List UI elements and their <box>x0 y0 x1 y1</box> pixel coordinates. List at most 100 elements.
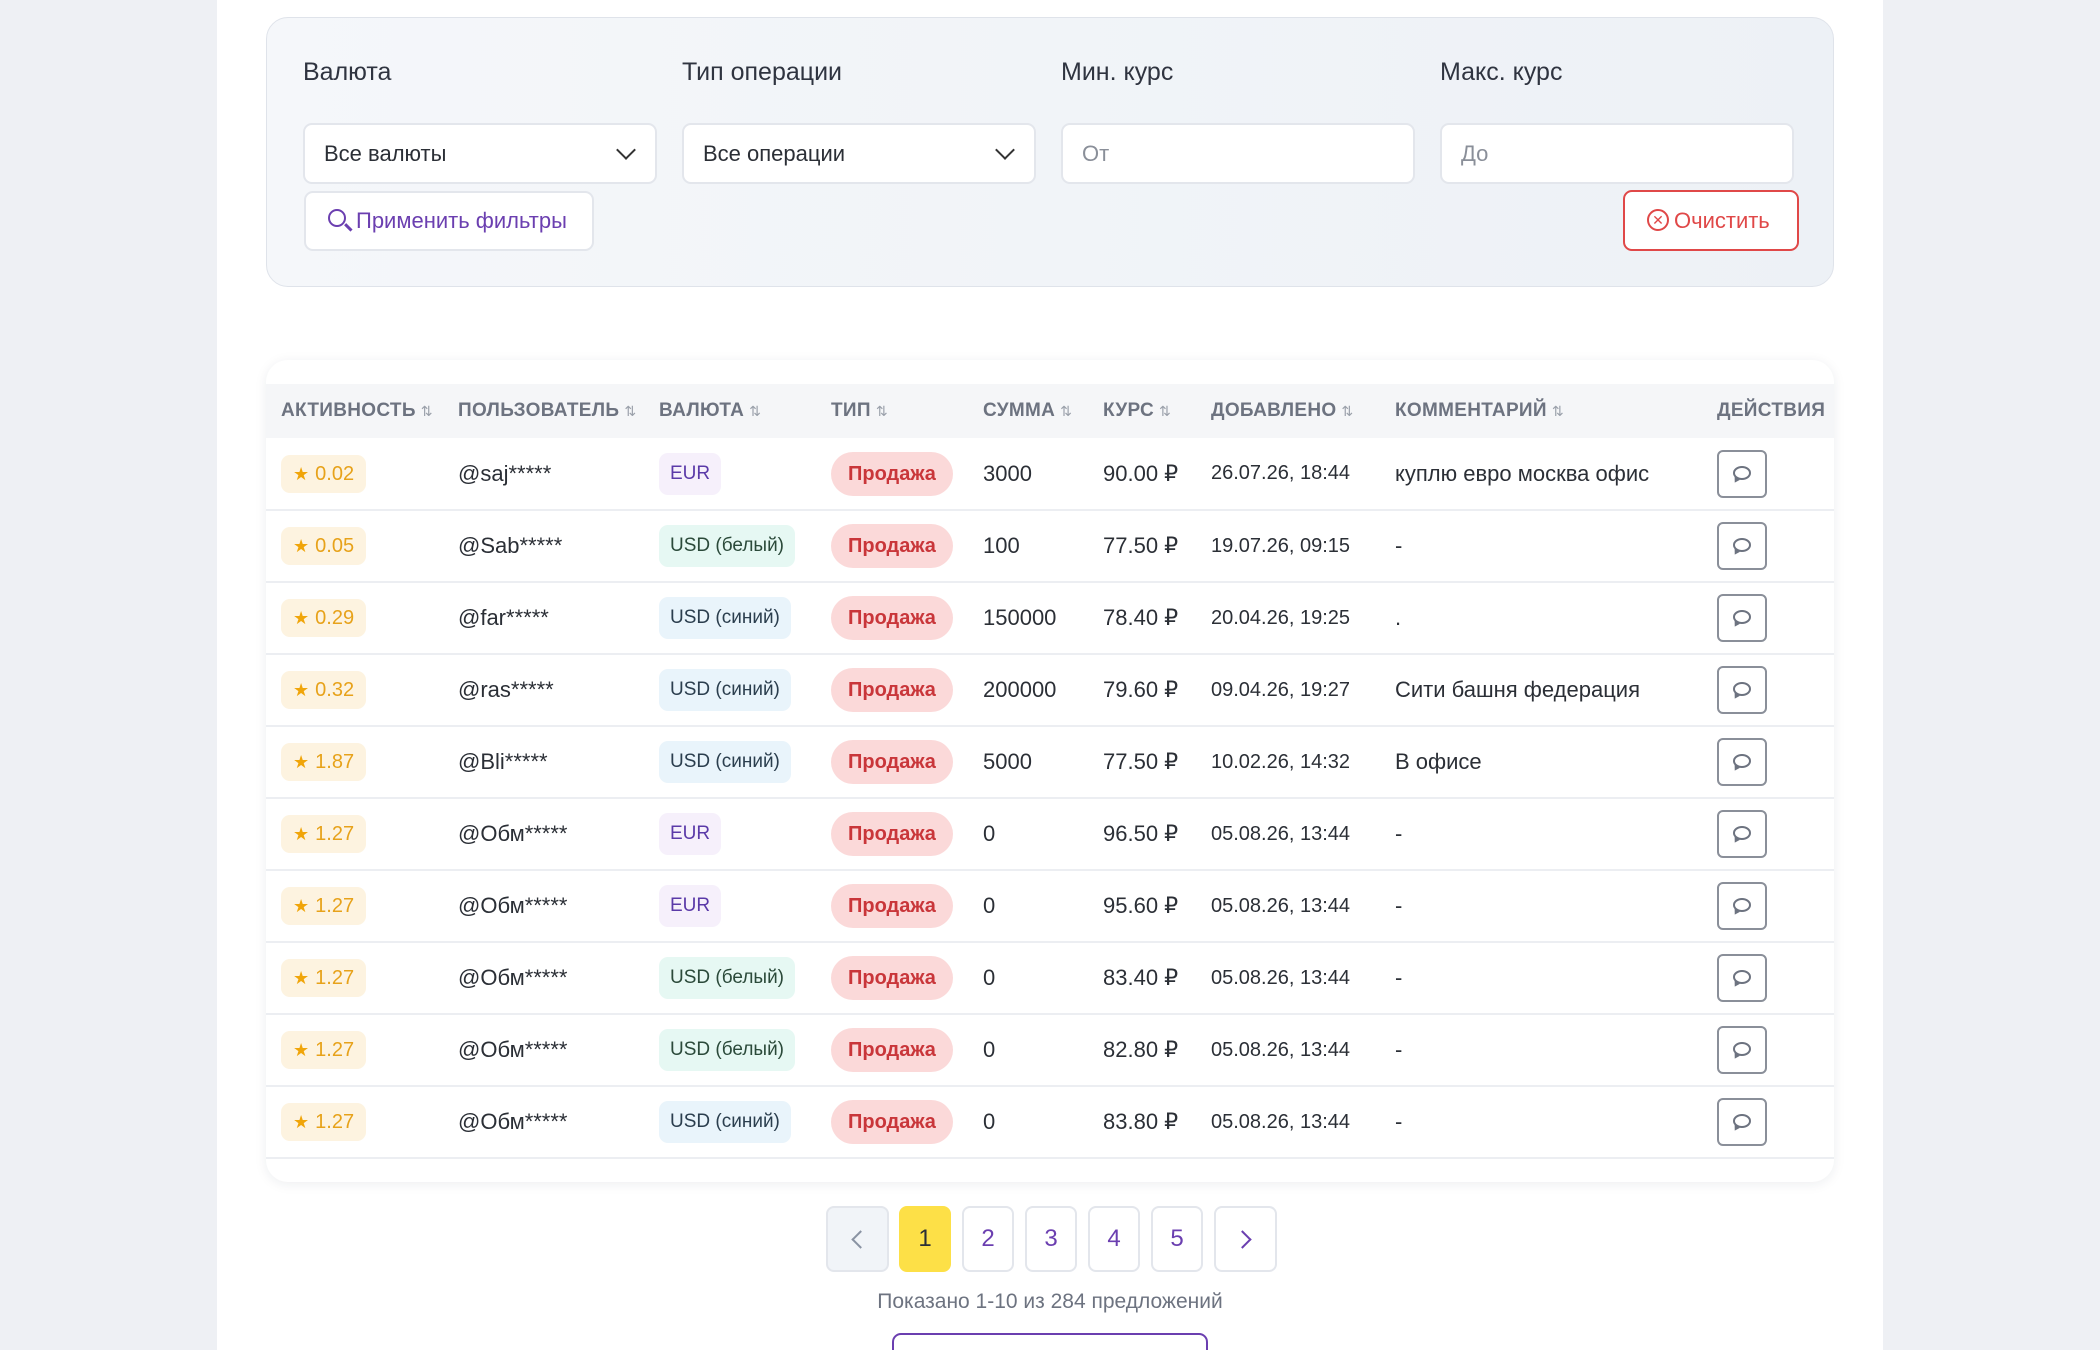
currency-cell: USD (синий) <box>659 1086 831 1158</box>
star-icon: ★ <box>293 536 310 556</box>
clear-filters-button[interactable]: ✕ Очистить <box>1623 190 1799 251</box>
page-button-2[interactable]: 2 <box>962 1206 1014 1272</box>
page-button-5[interactable]: 5 <box>1151 1206 1203 1272</box>
actions-cell <box>1717 654 1834 726</box>
type-badge: Продажа <box>831 451 953 496</box>
message-button[interactable] <box>1717 594 1767 642</box>
column-comment-label: КОММЕНТАРИЙ <box>1395 400 1547 421</box>
message-button[interactable] <box>1717 954 1767 1002</box>
type-badge: Продажа <box>831 812 953 856</box>
activity-value: 1.27 <box>315 967 355 989</box>
activity-value: 0.29 <box>315 607 355 629</box>
activity-badge: ★ 1.27 <box>281 1103 367 1141</box>
column-rate-label: КУРС <box>1103 400 1155 421</box>
type-cell: Продажа <box>831 438 983 510</box>
message-button[interactable] <box>1717 522 1767 570</box>
close-circle-icon: ✕ <box>1647 209 1669 231</box>
added-cell: 05.08.26, 13:44 <box>1211 822 1351 845</box>
maxrate-input[interactable]: До <box>1440 123 1794 184</box>
column-user[interactable]: ПОЛЬЗОВАТЕЛЬ ⇅ <box>458 384 659 438</box>
filters-panel: Валюта Все валюты Тип операции Все опера… <box>266 17 1834 287</box>
message-button[interactable] <box>1717 1026 1767 1074</box>
chevron-right-icon <box>1233 1230 1252 1249</box>
table-row: ★ 1.27 @Обм***** USD (белый) Продажа 0 83.40 ₽… <box>266 942 1834 1014</box>
message-button[interactable] <box>1717 810 1767 858</box>
type-cell: Продажа <box>831 798 983 870</box>
rate-cell: 83.40 ₽ <box>1103 965 1179 990</box>
amount-cell: 0 <box>983 965 996 990</box>
column-activity[interactable]: АКТИВНОСТЬ ⇅ <box>266 384 458 438</box>
load-more-button[interactable] <box>892 1333 1208 1350</box>
user-cell: @Обм***** <box>458 1109 568 1134</box>
column-added[interactable]: ДОБАВЛЕНО ⇅ <box>1211 384 1395 438</box>
type-cell: Продажа <box>831 1014 983 1086</box>
message-button[interactable] <box>1717 449 1767 498</box>
optype-select[interactable]: Все операции <box>682 123 1036 184</box>
column-type[interactable]: ТИП ⇅ <box>831 384 983 438</box>
rate-cell: 82.80 ₽ <box>1103 1037 1179 1062</box>
user-cell: @Обм***** <box>458 893 568 918</box>
rate-cell: 77.50 ₽ <box>1103 533 1179 558</box>
star-icon: ★ <box>293 680 310 700</box>
page-button-1[interactable]: 1 <box>899 1206 951 1272</box>
user-cell: @Обм***** <box>458 965 568 990</box>
activity-value: 0.32 <box>315 679 355 701</box>
user-cell: @ras***** <box>458 677 554 702</box>
column-comment[interactable]: КОММЕНТАРИЙ ⇅ <box>1395 384 1717 438</box>
chevron-left-icon <box>851 1230 870 1249</box>
activity-value: 1.87 <box>315 751 355 773</box>
amount-cell: 0 <box>983 893 996 918</box>
activity-cell: ★ 0.32 <box>266 654 458 726</box>
apply-filters-button[interactable]: Применить фильтры <box>304 191 594 251</box>
table-row: ★ 1.87 @Bli***** USD (синий) Продажа 5000 77.5… <box>266 726 1834 798</box>
column-currency[interactable]: ВАЛЮТА ⇅ <box>659 384 831 438</box>
minrate-input[interactable]: От <box>1061 123 1415 184</box>
currency-select[interactable]: Все валюты <box>303 123 657 184</box>
type-badge: Продажа <box>831 740 953 784</box>
message-button[interactable] <box>1717 666 1767 714</box>
message-button[interactable] <box>1717 882 1767 930</box>
actions-cell <box>1717 438 1834 510</box>
activity-badge: ★ 1.27 <box>281 887 367 925</box>
amount-cell: 0 <box>983 821 996 846</box>
sort-icon: ⇅ <box>1341 403 1354 419</box>
amount-cell: 100 <box>983 533 1020 558</box>
user-cell: @saj***** <box>458 460 552 486</box>
column-amount-label: СУММА <box>983 400 1056 421</box>
rate-cell: 90.00 ₽ <box>1103 460 1179 486</box>
type-cell: Продажа <box>831 726 983 798</box>
activity-badge: ★ 1.27 <box>281 1031 367 1069</box>
activity-cell: ★ 1.87 <box>266 726 458 798</box>
column-rate[interactable]: КУРС ⇅ <box>1103 384 1211 438</box>
table-row: ★ 1.27 @Обм***** USD (синий) Продажа 0 83.80 ₽… <box>266 1086 1834 1158</box>
message-button[interactable] <box>1717 738 1767 786</box>
next-page-button[interactable] <box>1214 1206 1277 1272</box>
amount-cell: 150000 <box>983 605 1057 630</box>
column-amount[interactable]: СУММА ⇅ <box>983 384 1103 438</box>
currency-badge: USD (синий) <box>659 597 791 639</box>
table-header-row: АКТИВНОСТЬ ⇅ ПОЛЬЗОВАТЕЛЬ ⇅ ВАЛЮТА ⇅ ТИП ⇅ С… <box>266 384 1834 438</box>
comment-cell: - <box>1395 821 1403 846</box>
activity-value: 1.27 <box>315 1039 355 1061</box>
column-actions: ДЕЙСТВИЯ <box>1717 384 1834 438</box>
star-icon: ★ <box>293 896 310 916</box>
amount-cell: 0 <box>983 1109 996 1134</box>
page-button-4[interactable]: 4 <box>1088 1206 1140 1272</box>
message-button[interactable] <box>1717 1098 1767 1146</box>
rate-cell: 95.60 ₽ <box>1103 893 1179 918</box>
sort-icon: ⇅ <box>1159 403 1172 419</box>
prev-page-button[interactable] <box>826 1206 889 1272</box>
currency-cell: EUR <box>659 798 831 870</box>
activity-cell: ★ 1.27 <box>266 942 458 1014</box>
activity-badge: ★ 0.29 <box>281 599 367 637</box>
type-badge: Продажа <box>831 884 953 928</box>
type-cell: Продажа <box>831 870 983 942</box>
amount-cell: 3000 <box>983 460 1032 486</box>
user-cell: @Bli***** <box>458 749 548 774</box>
chevron-down-icon <box>616 140 636 160</box>
type-cell: Продажа <box>831 582 983 654</box>
amount-cell: 5000 <box>983 749 1032 774</box>
activity-cell: ★ 0.29 <box>266 582 458 654</box>
page-button-3[interactable]: 3 <box>1025 1206 1077 1272</box>
currency-badge: USD (синий) <box>659 1101 791 1143</box>
